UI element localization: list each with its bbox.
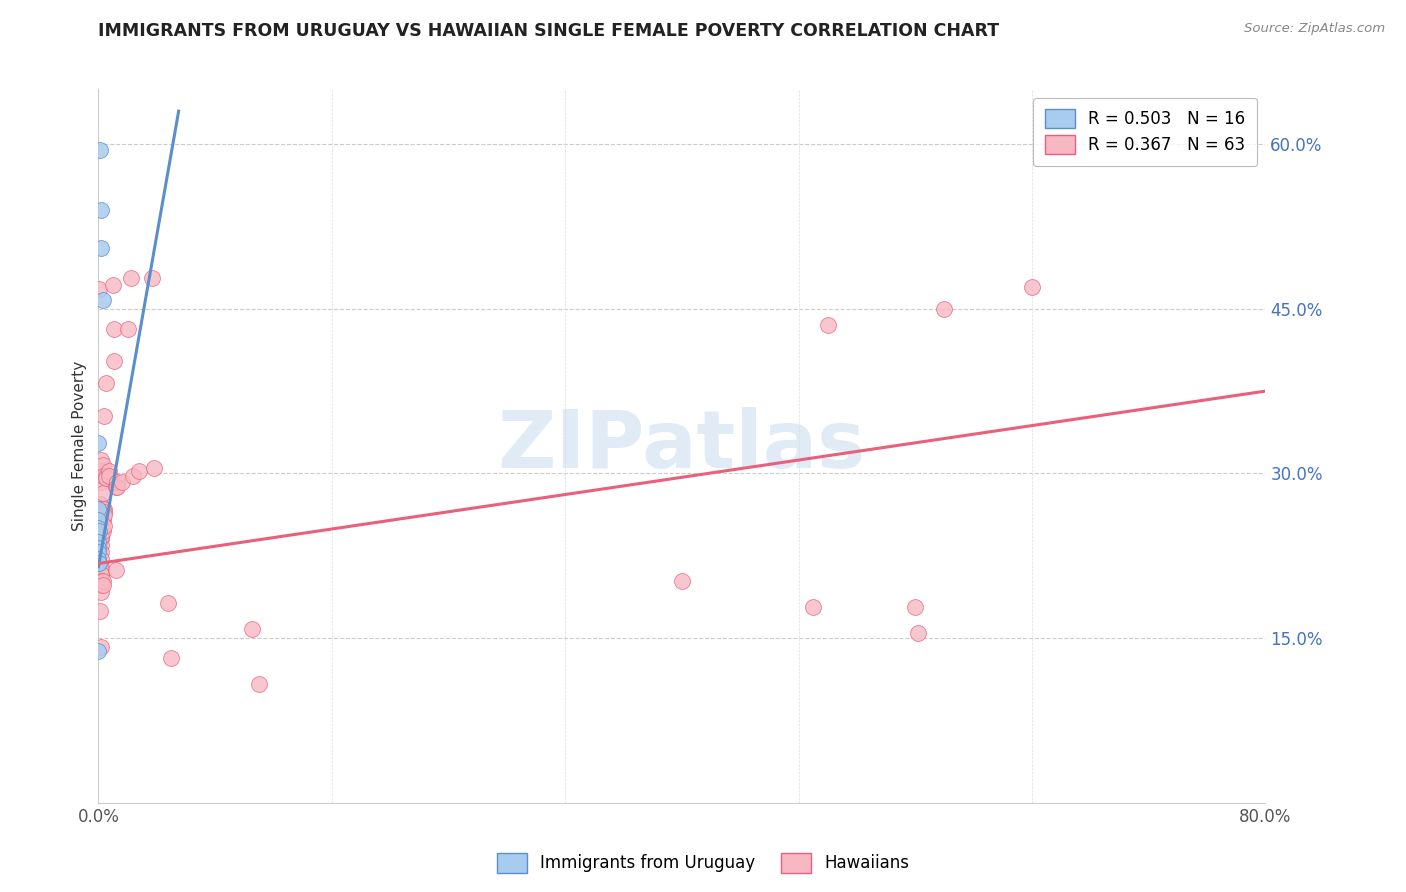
Point (122, 468, 145, 483)
Point (90, 563, 112, 577)
Point (103, 354, 125, 368)
Point (93, 501, 115, 516)
Point (934, 301, 956, 316)
Point (105, 475, 128, 490)
Point (90, 475, 112, 490)
Point (97, 464, 120, 478)
Point (1021, 280, 1043, 294)
Point (89, 604, 111, 618)
Point (103, 321, 125, 335)
Point (97, 468, 120, 483)
Point (90, 453, 112, 467)
Point (91, 501, 114, 516)
Point (90, 241, 112, 255)
Point (90, 640, 112, 654)
Point (93, 519, 115, 533)
Point (93, 508, 115, 523)
Point (90, 521, 112, 535)
Point (90, 567, 112, 582)
Point (89, 282, 111, 296)
Point (90, 567, 112, 582)
Point (91, 578, 114, 592)
Point (90, 533, 112, 547)
Point (94, 376, 117, 391)
Point (89, 519, 111, 533)
Point (90, 464, 112, 478)
Point (93, 505, 115, 519)
Point (90, 545, 112, 559)
Point (91, 574, 114, 588)
Point (89, 143, 111, 157)
Text: ZIPatlas: ZIPatlas (498, 407, 866, 485)
Point (104, 480, 127, 494)
Point (87, 552, 110, 566)
Point (89, 501, 111, 516)
Point (240, 623, 263, 637)
Point (90, 526, 112, 541)
Point (90, 202, 112, 217)
Point (101, 277, 124, 292)
Point (90, 515, 112, 529)
Point (671, 574, 693, 588)
Point (93, 409, 115, 424)
Point (91, 524, 114, 538)
Point (87, 521, 110, 535)
Point (89, 497, 111, 511)
Point (90, 574, 112, 588)
Point (817, 318, 839, 333)
Point (117, 321, 139, 335)
Point (141, 271, 163, 285)
Point (157, 596, 180, 610)
Point (90, 585, 112, 599)
Point (247, 677, 270, 691)
Point (801, 600, 824, 615)
Point (87, 512, 110, 526)
Point (87, 557, 110, 571)
Point (160, 651, 183, 665)
Point (91, 486, 114, 500)
Point (111, 475, 134, 490)
Point (91, 458, 114, 472)
Point (90, 524, 112, 538)
Legend: Immigrants from Uruguay, Hawaiians: Immigrants from Uruguay, Hawaiians (491, 847, 915, 880)
Point (104, 563, 127, 577)
Text: Source: ZipAtlas.com: Source: ZipAtlas.com (1244, 22, 1385, 36)
Point (87, 534, 110, 549)
Point (120, 271, 142, 285)
Point (91, 293, 114, 307)
Point (87, 435, 110, 450)
Point (904, 600, 927, 615)
Point (89, 524, 111, 538)
Point (90, 538, 112, 552)
Point (90, 508, 112, 523)
Point (142, 461, 165, 475)
Point (90, 519, 112, 533)
Point (90, 559, 112, 574)
Point (87, 644, 110, 658)
Point (128, 464, 150, 478)
Point (90, 530, 112, 544)
Point (87, 541, 110, 555)
Point (91, 512, 114, 526)
Point (94, 471, 117, 485)
Point (90, 578, 112, 592)
Text: IMMIGRANTS FROM URUGUAY VS HAWAIIAN SINGLE FEMALE POVERTY CORRELATION CHART: IMMIGRANTS FROM URUGUAY VS HAWAIIAN SING… (98, 22, 1000, 40)
Point (91, 468, 114, 483)
Point (89, 508, 111, 523)
Point (105, 480, 128, 494)
Point (94, 468, 117, 483)
Point (90, 552, 112, 566)
Point (89, 515, 111, 529)
Legend: R = 0.503   N = 16, R = 0.367   N = 63: R = 0.503 N = 16, R = 0.367 N = 63 (1033, 97, 1257, 166)
Point (907, 625, 929, 640)
Y-axis label: Single Female Poverty: Single Female Poverty (72, 361, 87, 531)
Point (87, 501, 110, 516)
Point (87, 545, 110, 559)
Point (89, 557, 111, 571)
